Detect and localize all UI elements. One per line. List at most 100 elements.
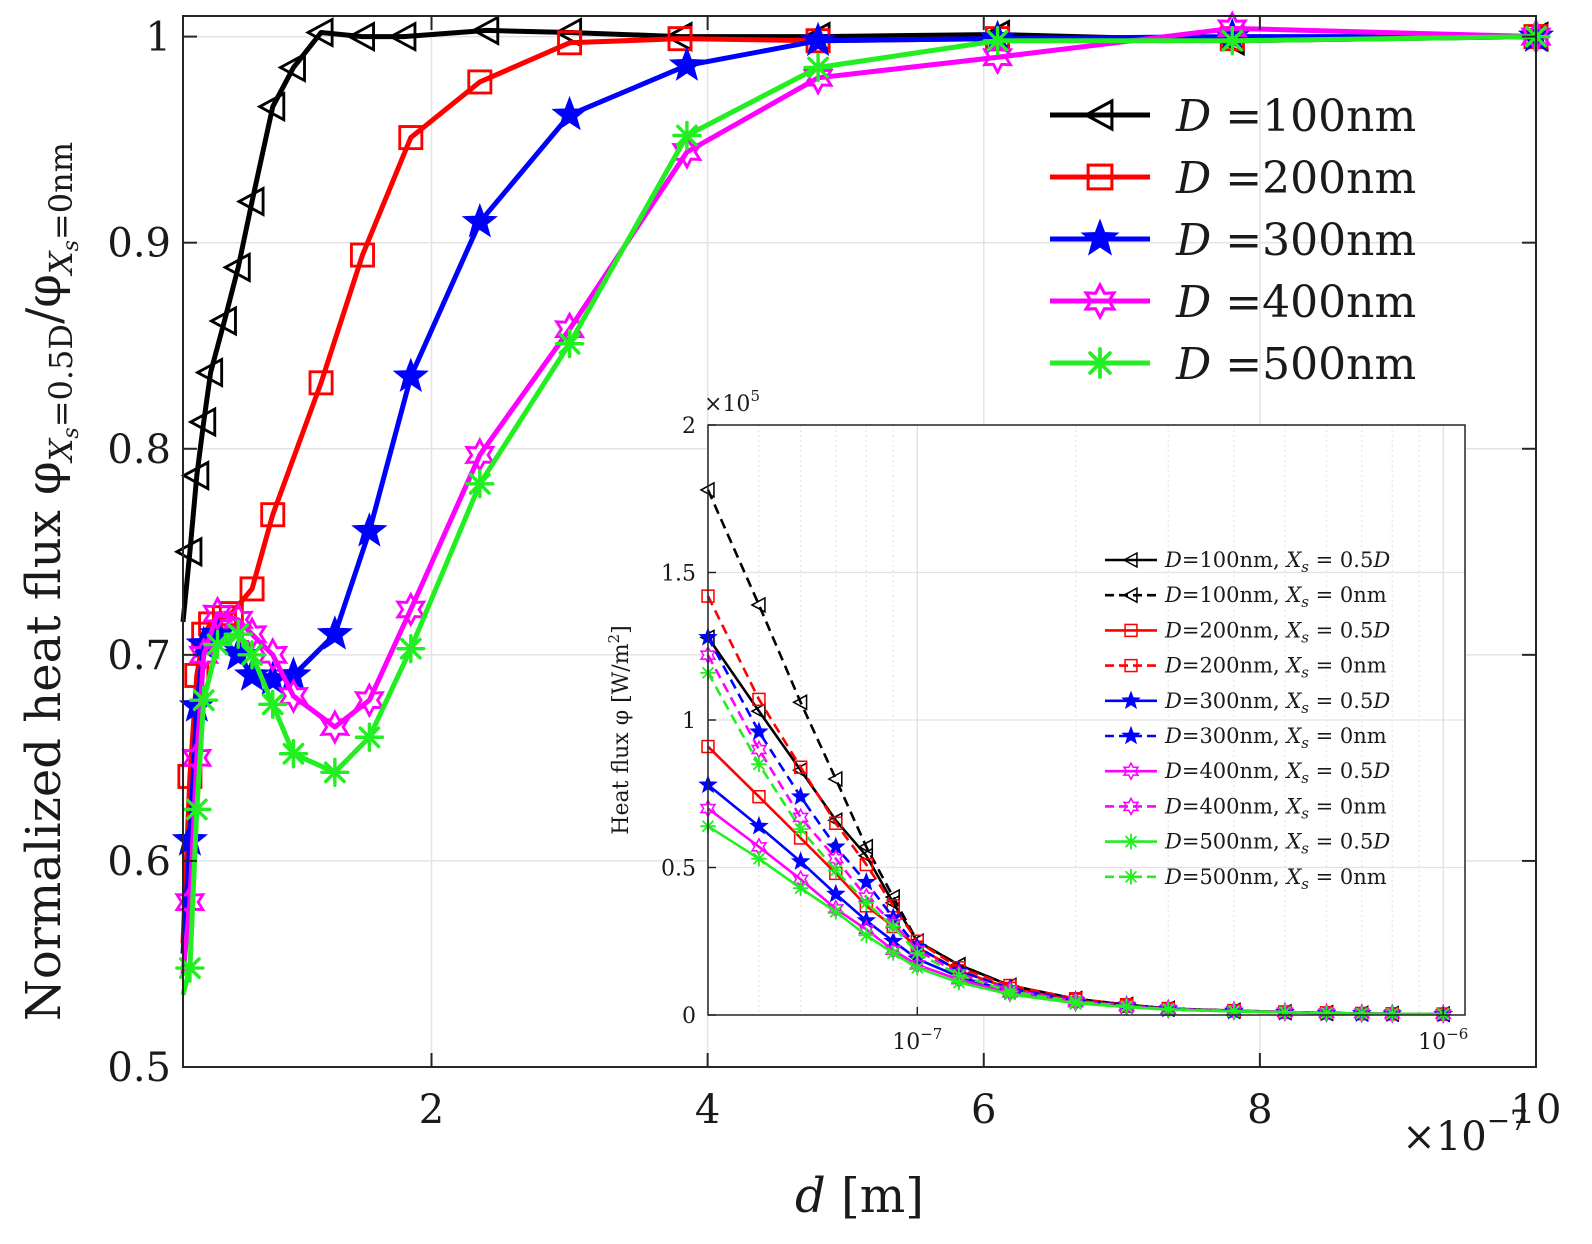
- data-point: [258, 689, 288, 720]
- data-point: [194, 357, 224, 388]
- data-point: [554, 328, 585, 359]
- marker-shape: [671, 133, 703, 171]
- marker-shape: [470, 15, 500, 46]
- marker-shape: [1124, 623, 1138, 638]
- marker-stroke: [1120, 1000, 1133, 1013]
- series-group: [171, 10, 1555, 996]
- marker-stroke: [911, 947, 924, 959]
- marker-stroke: [192, 689, 215, 712]
- inset-legend-label: D=200nm, Xs = 0nm: [1164, 654, 1387, 682]
- marker-stroke: [1221, 29, 1244, 52]
- inset-data-point: [1384, 1005, 1401, 1022]
- marker-shape: [308, 370, 334, 396]
- inset-legend-item-3: D=200nm, Xs = 0.5D: [1105, 618, 1390, 646]
- inset-legend-marker: [1122, 551, 1138, 569]
- inset-data-point: [1353, 1005, 1370, 1022]
- marker-stroke: [1162, 1003, 1175, 1015]
- inset-y-tick-label: 0: [682, 1004, 696, 1029]
- inset-data-point: [791, 694, 808, 711]
- marker-shape: [171, 821, 209, 856]
- data-point: [395, 591, 427, 628]
- data-point: [171, 821, 209, 856]
- x-tick-label: 2: [419, 1087, 444, 1133]
- data-point: [396, 633, 426, 664]
- marker-shape: [749, 815, 769, 835]
- data-point: [671, 133, 703, 171]
- inset-legend: D=100nm, Xs = 0.5D D=100nm, Xs = 0nm D=200…: [1105, 548, 1390, 893]
- inset-legend-item-2: D=100nm, Xs = 0nm: [1105, 583, 1387, 611]
- legend-item-5: D =500nm: [1050, 339, 1416, 390]
- inset-legend-label: D=500nm, Xs = 0.5D: [1164, 830, 1390, 858]
- marker-shape: [1086, 163, 1114, 191]
- legend-item-4: D =400nm: [1050, 277, 1416, 328]
- marker-shape: [752, 789, 766, 804]
- inset-data-point: [856, 872, 877, 891]
- y-tick-label: 0.9: [107, 221, 171, 267]
- inset-legend-marker: [1122, 586, 1138, 604]
- inset-legend-marker: [1121, 690, 1141, 710]
- data-point: [667, 26, 693, 52]
- marker-stroke: [753, 758, 765, 771]
- marker-shape: [1122, 796, 1140, 817]
- x-tick-label: 6: [971, 1087, 996, 1133]
- data-point: [256, 91, 286, 123]
- marker-shape: [551, 95, 588, 131]
- inset-data-point: [826, 883, 846, 903]
- inset-data-point: [909, 945, 926, 961]
- marker-shape: [790, 786, 811, 805]
- marker-stroke: [986, 29, 1009, 52]
- marker-stroke: [241, 643, 263, 666]
- marker-stroke: [860, 929, 873, 942]
- marker-stroke: [1386, 1007, 1399, 1020]
- data-point: [175, 953, 205, 983]
- marker-shape: [1353, 1003, 1371, 1024]
- marker-shape: [187, 406, 217, 438]
- marker-stroke: [794, 882, 807, 895]
- data-point: [982, 26, 1013, 56]
- marker-shape: [467, 69, 493, 95]
- marker-shape: [392, 357, 429, 393]
- inset-data-point: [1353, 1003, 1371, 1024]
- marker-stroke: [1228, 1004, 1240, 1017]
- marker-shape: [1083, 281, 1117, 321]
- inset-data-point: [1067, 993, 1084, 1010]
- y-tick-label: 1: [146, 15, 171, 61]
- marker-shape: [981, 39, 1014, 76]
- y-axis-label: Normalized heat flux φXs=0.5D/φXs=0nm: [16, 142, 84, 1021]
- marker-shape: [319, 708, 351, 745]
- marker-shape: [1122, 586, 1138, 604]
- inset-data-point: [792, 880, 809, 897]
- data-point: [349, 242, 375, 268]
- inset-legend-item-9: D=500nm, Xs = 0.5D: [1105, 830, 1390, 858]
- data-point: [351, 512, 388, 547]
- inset-y-tick-label: 1: [682, 709, 696, 734]
- marker-shape: [201, 595, 234, 632]
- marker-stroke: [807, 56, 829, 79]
- data-point: [233, 656, 271, 691]
- marker-shape: [180, 460, 210, 491]
- data-point: [1217, 26, 1247, 56]
- legend-label: D =500nm: [1175, 339, 1416, 390]
- marker-stroke: [1355, 1007, 1368, 1020]
- inset-data-point: [751, 756, 767, 773]
- marker-shape: [668, 46, 706, 81]
- marker-shape: [802, 59, 834, 96]
- inset-data-point: [829, 816, 843, 830]
- marker-shape: [856, 872, 877, 891]
- marker-stroke: [1125, 835, 1137, 848]
- data-point: [222, 252, 251, 283]
- marker-shape: [461, 203, 498, 238]
- marker-shape: [752, 692, 766, 707]
- data-point: [465, 469, 495, 499]
- data-point: [470, 15, 500, 46]
- marker-shape: [1124, 658, 1138, 673]
- inset-legend-item-5: D=300nm, Xs = 0.5D: [1105, 689, 1390, 717]
- inset-legend-label: D=300nm, Xs = 0.5D: [1164, 689, 1390, 717]
- data-point: [354, 722, 385, 752]
- inset-data-point: [1118, 998, 1135, 1015]
- inset-y-tick-label: 1.5: [661, 562, 696, 587]
- marker-stroke: [468, 472, 491, 495]
- data-point: [981, 39, 1014, 76]
- data-point: [260, 502, 286, 528]
- inset-x-tick-label: 10−7: [892, 1025, 942, 1055]
